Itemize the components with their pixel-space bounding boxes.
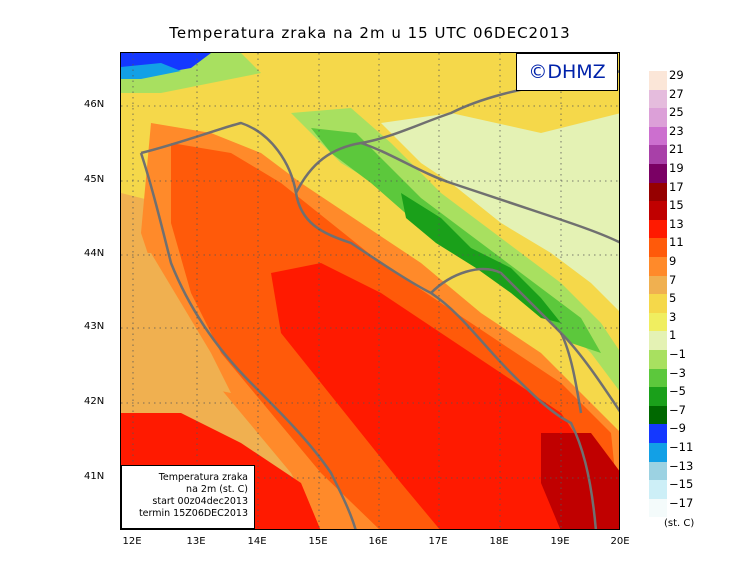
legend-swatch bbox=[649, 71, 667, 90]
legend-swatch bbox=[649, 145, 667, 164]
legend-swatch bbox=[649, 275, 667, 295]
lon-label: 19E bbox=[550, 536, 570, 547]
legend-label: 15 bbox=[669, 198, 684, 213]
lon-label: 18E bbox=[489, 536, 509, 547]
lon-label: 17E bbox=[428, 536, 448, 547]
legend-label: −1 bbox=[669, 347, 686, 361]
legend-swatch bbox=[649, 387, 667, 406]
info-line-start: start 00z04dec2013 bbox=[152, 496, 248, 507]
legend-label: 29 bbox=[669, 68, 684, 82]
legend-swatch bbox=[649, 219, 667, 239]
info-line-unit: na 2m (st. C) bbox=[186, 484, 248, 495]
legend-unit: (st. C) bbox=[664, 518, 695, 529]
lat-label: 42N bbox=[84, 396, 105, 407]
legend-label: 1 bbox=[669, 328, 677, 343]
legend-swatch bbox=[649, 164, 667, 183]
legend-swatch bbox=[649, 368, 667, 388]
legend-label: −13 bbox=[669, 458, 694, 473]
legend-label: 25 bbox=[669, 105, 684, 120]
lon-label: 12E bbox=[122, 536, 142, 547]
lon-label: 14E bbox=[247, 536, 267, 547]
legend-label: −17 bbox=[669, 495, 694, 510]
legend-label: 9 bbox=[669, 254, 677, 268]
legend-swatch bbox=[649, 257, 667, 276]
legend-swatch bbox=[649, 443, 667, 462]
lon-label: 20E bbox=[610, 536, 630, 547]
map-title: Temperatura zraka na 2m u 15 UTC 06DEC20… bbox=[169, 24, 571, 42]
legend-label: 21 bbox=[669, 142, 684, 157]
lat-label: 43N bbox=[84, 321, 105, 332]
legend-label: −11 bbox=[669, 440, 694, 454]
legend-swatch bbox=[649, 498, 667, 518]
lon-label: 13E bbox=[186, 536, 206, 547]
legend-swatch bbox=[649, 424, 667, 443]
legend-swatch bbox=[649, 89, 667, 109]
legend-swatch bbox=[649, 182, 667, 202]
lat-label: 45N bbox=[84, 174, 105, 185]
info-line-title: Temperatura zraka bbox=[158, 472, 248, 483]
legend-swatch bbox=[649, 331, 667, 350]
legend-label: 7 bbox=[669, 272, 677, 287]
temperature-field bbox=[121, 53, 619, 529]
legend-label: −7 bbox=[669, 402, 686, 417]
dhmz-logo: ©DHMZ bbox=[516, 53, 618, 91]
legend-swatch bbox=[649, 126, 667, 146]
legend-swatch bbox=[649, 350, 667, 369]
legend-label: −9 bbox=[669, 421, 686, 436]
legend-label: −5 bbox=[669, 384, 686, 399]
legend-swatch bbox=[649, 480, 667, 499]
lon-label: 15E bbox=[308, 536, 328, 547]
legend-label: 27 bbox=[669, 86, 684, 101]
legend-swatch bbox=[649, 201, 667, 220]
legend-label: 19 bbox=[669, 161, 684, 175]
legend-label: 3 bbox=[669, 309, 677, 324]
legend-label: −15 bbox=[669, 477, 694, 492]
lon-label: 16E bbox=[368, 536, 388, 547]
legend-swatch bbox=[649, 405, 667, 425]
legend-label: 17 bbox=[669, 179, 684, 194]
temperature-map bbox=[120, 52, 620, 530]
legend-label: 13 bbox=[669, 216, 684, 231]
legend-swatch bbox=[649, 238, 667, 257]
legend-label: 5 bbox=[669, 291, 677, 306]
legend-swatch bbox=[649, 312, 667, 332]
lat-label: 41N bbox=[84, 471, 105, 482]
info-line-valid: termin 15Z06DEC2013 bbox=[138, 508, 248, 519]
lat-label: 44N bbox=[84, 248, 105, 259]
legend-swatch bbox=[649, 294, 667, 313]
legend-label: 23 bbox=[669, 123, 684, 138]
info-box: Temperatura zraka na 2m (st. C) start 00… bbox=[121, 465, 255, 529]
legend-label: 11 bbox=[669, 235, 684, 250]
legend-label: −3 bbox=[669, 365, 686, 380]
lat-label: 46N bbox=[84, 99, 105, 110]
legend-swatch bbox=[649, 461, 667, 481]
legend-swatch bbox=[649, 108, 667, 127]
